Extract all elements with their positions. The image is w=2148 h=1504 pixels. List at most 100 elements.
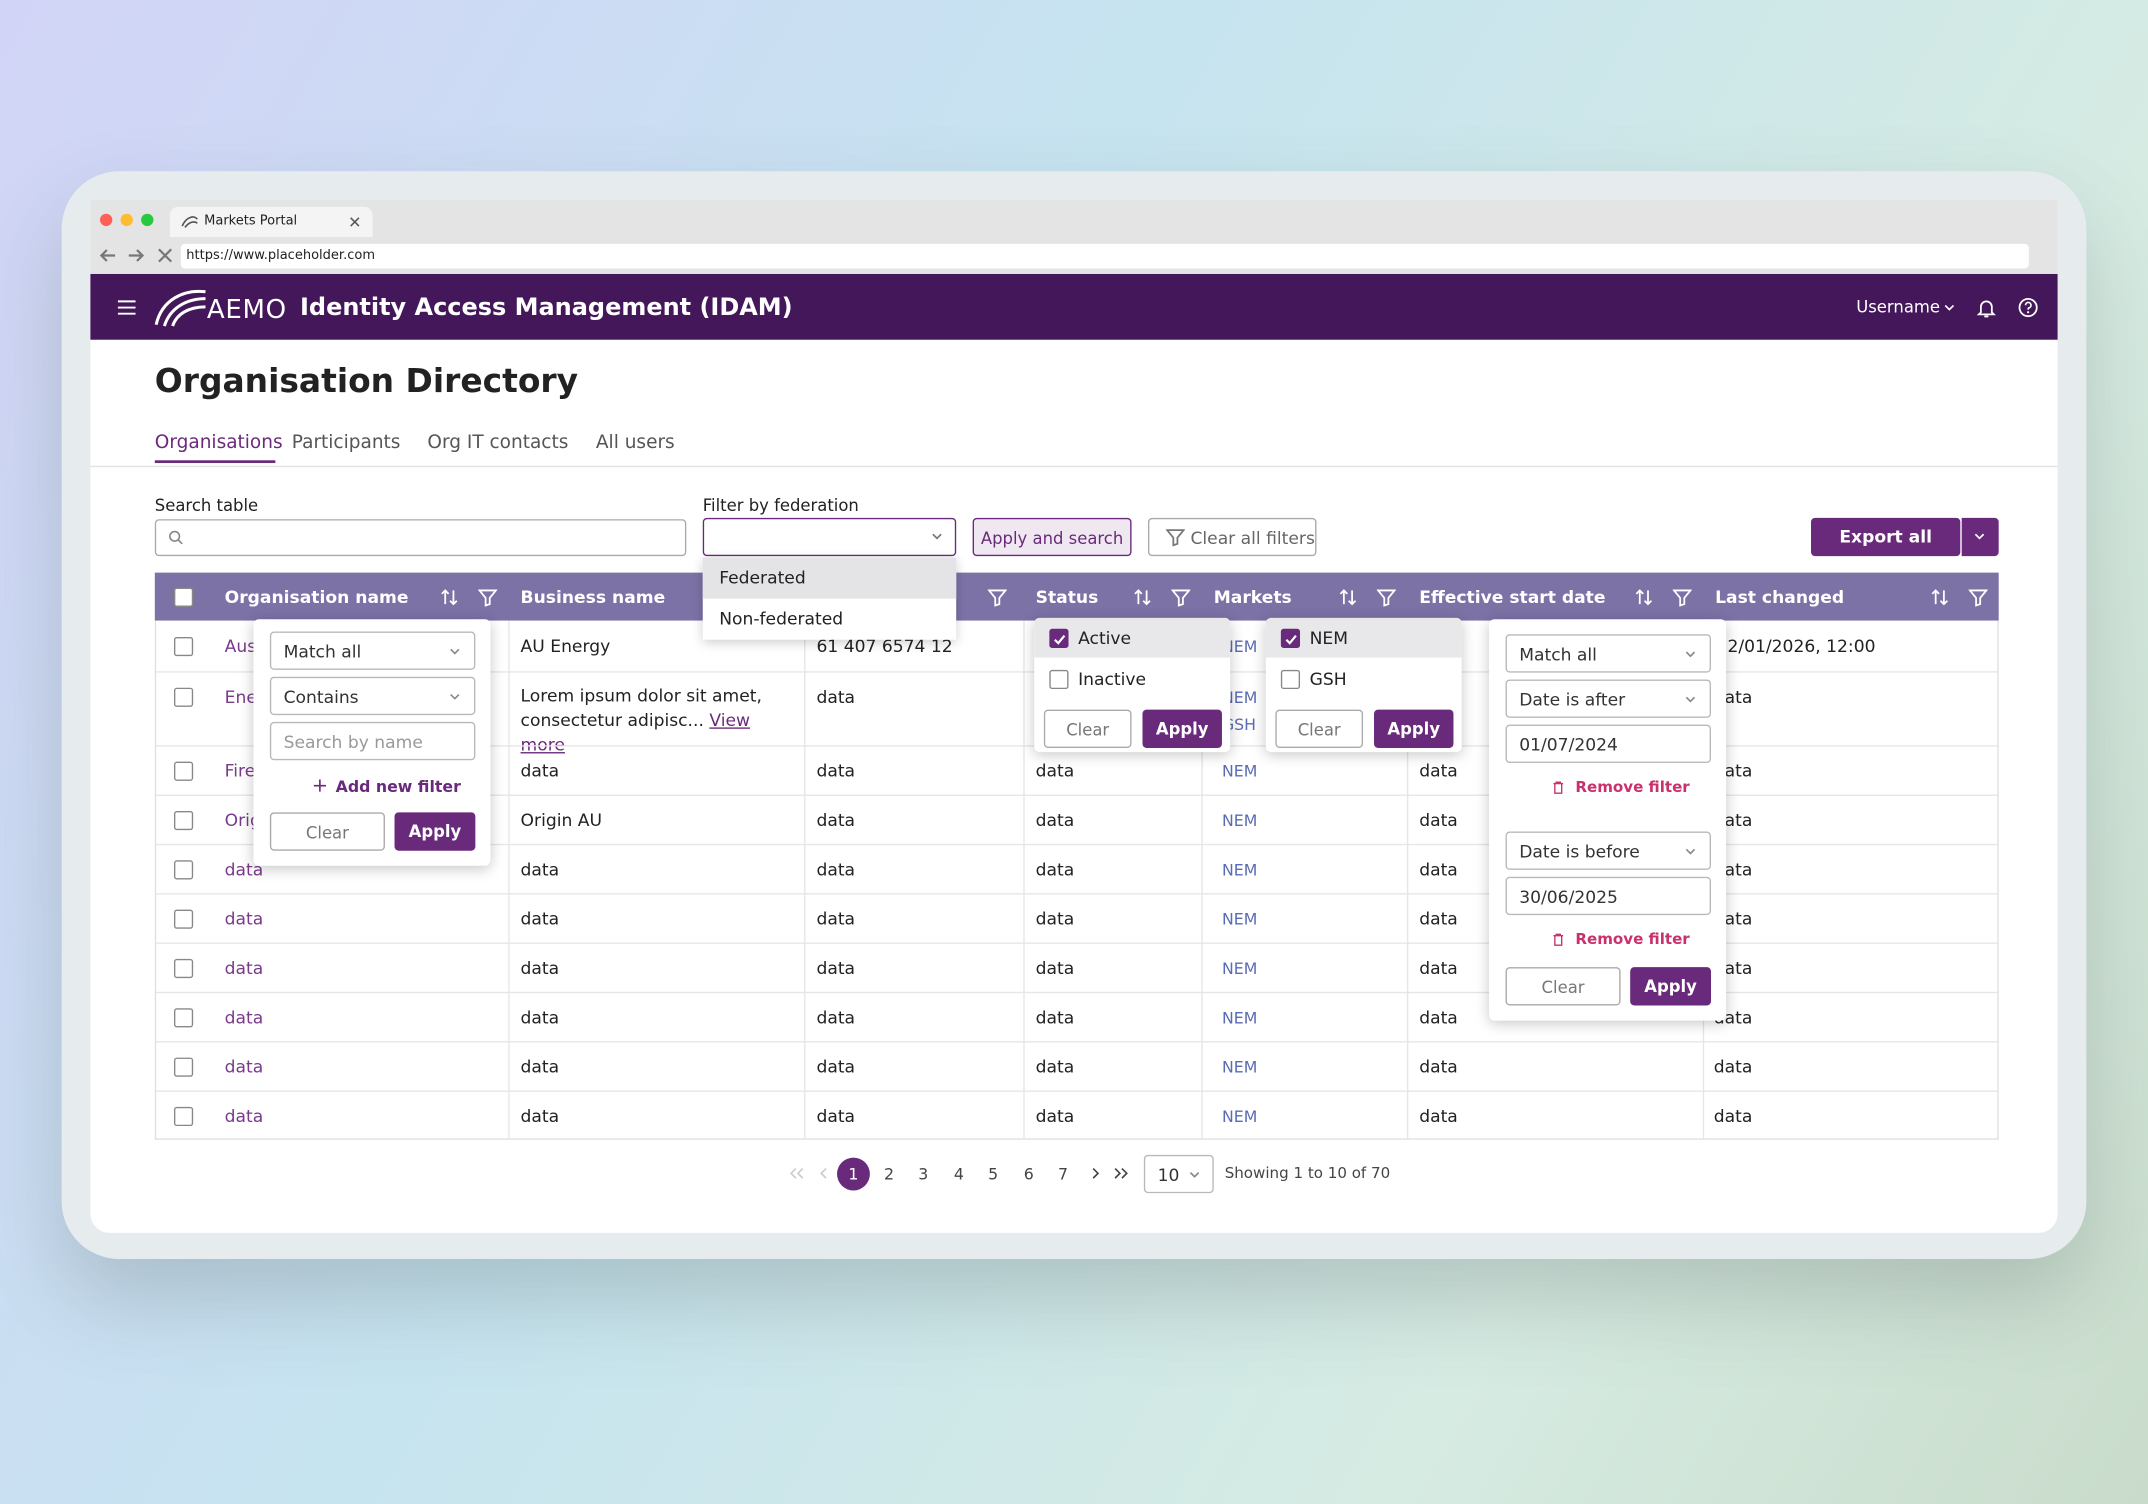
org-name[interactable]: data bbox=[224, 957, 264, 979]
caret bbox=[1189, 1171, 1200, 1179]
cell: data bbox=[816, 957, 856, 979]
option-label[interactable]: NEM bbox=[1309, 627, 1349, 648]
dropdown-option[interactable]: Federated bbox=[702, 557, 957, 599]
status_filter-popup: Active Inactive Clear Apply bbox=[1034, 617, 1231, 753]
apply-btn[interactable]: Apply bbox=[394, 812, 476, 851]
org-name[interactable]: Ene bbox=[224, 686, 257, 707]
option-label[interactable]: Active bbox=[1078, 627, 1132, 648]
filter-icon bbox=[1170, 588, 1191, 607]
checkbox[interactable] bbox=[173, 637, 194, 657]
org-name[interactable]: Fire bbox=[224, 760, 256, 781]
page-button[interactable]: 5 bbox=[988, 1164, 999, 1184]
app-header bbox=[90, 273, 2058, 340]
add-filter[interactable]: Add new filter bbox=[335, 776, 461, 796]
effective-date: data bbox=[1419, 809, 1458, 831]
status: data bbox=[1035, 1105, 1075, 1127]
business-name: data bbox=[520, 1056, 560, 1077]
page-button[interactable]: 4 bbox=[953, 1164, 964, 1184]
date-filter-popup: Match all Date is after 01/07/2024 Remove f… bbox=[1489, 619, 1727, 1021]
select[interactable]: Date is before bbox=[1505, 831, 1712, 870]
text-input[interactable]: Search by name bbox=[269, 721, 476, 761]
help-icon bbox=[2018, 297, 2039, 318]
org-name[interactable]: Aus bbox=[224, 635, 257, 657]
checkbox[interactable] bbox=[173, 687, 194, 707]
select[interactable]: Match all bbox=[1505, 634, 1712, 673]
checkbox[interactable] bbox=[173, 1008, 194, 1028]
page-button[interactable]: 6 bbox=[1023, 1164, 1034, 1184]
market-tag: NEM bbox=[1221, 1008, 1258, 1028]
select[interactable]: Date is after bbox=[1505, 679, 1712, 718]
checkbox[interactable] bbox=[173, 1106, 194, 1127]
dropdown-option[interactable]: Non-federated bbox=[719, 608, 844, 629]
remove-filter[interactable]: Remove filter bbox=[1575, 778, 1690, 796]
org-name[interactable]: data bbox=[224, 1006, 264, 1028]
checkbox[interactable] bbox=[173, 860, 194, 880]
apply-btn[interactable]: Apply bbox=[1630, 967, 1712, 1006]
apply-search-btn[interactable]: Apply and search bbox=[972, 517, 1132, 557]
checkbox[interactable] bbox=[1280, 669, 1301, 690]
effective-date: data bbox=[1419, 1006, 1458, 1028]
page-button[interactable]: 3 bbox=[918, 1164, 929, 1184]
option-label[interactable]: GSH bbox=[1309, 668, 1347, 690]
pagination-summary: Showing 1 to 10 of 70 bbox=[1224, 1164, 1391, 1183]
clear-btn[interactable]: Clear bbox=[269, 812, 385, 851]
checkbox[interactable] bbox=[173, 587, 194, 607]
status: data bbox=[1035, 858, 1075, 880]
sort-icon bbox=[1133, 588, 1152, 607]
org-name[interactable]: Orig bbox=[224, 809, 261, 831]
date-input[interactable]: 01/07/2024 bbox=[1505, 724, 1712, 764]
tab[interactable]: Participants bbox=[291, 431, 401, 454]
filter-icon bbox=[1672, 588, 1693, 607]
page-size-select[interactable]: 10 bbox=[1143, 1154, 1214, 1194]
checkbox[interactable] bbox=[173, 958, 194, 979]
nav-icons bbox=[99, 247, 176, 265]
address-bar bbox=[180, 243, 2029, 269]
checkbox[interactable] bbox=[173, 761, 194, 781]
page-button[interactable]: 7 bbox=[1058, 1164, 1069, 1184]
search-input[interactable] bbox=[154, 519, 687, 557]
view-more-link[interactable]: View more bbox=[520, 709, 750, 755]
checkbox[interactable] bbox=[1049, 628, 1069, 648]
business-name: data bbox=[520, 1006, 560, 1028]
apply-btn[interactable]: Apply bbox=[1142, 709, 1222, 748]
org-name[interactable]: data bbox=[224, 1056, 264, 1077]
select[interactable]: Contains bbox=[269, 676, 476, 716]
tab[interactable]: Org IT contacts bbox=[427, 431, 569, 454]
caret bbox=[1685, 848, 1696, 856]
sort-icon bbox=[1930, 588, 1949, 607]
org-name[interactable]: data bbox=[224, 1105, 264, 1127]
effective-date: data bbox=[1419, 1056, 1458, 1077]
cell: data bbox=[816, 858, 856, 880]
column-divider bbox=[508, 620, 510, 1140]
date-input[interactable]: 30/06/2025 bbox=[1505, 876, 1712, 916]
checkbox[interactable] bbox=[173, 909, 194, 929]
caret bbox=[932, 533, 943, 541]
remove-filter[interactable]: Remove filter bbox=[1575, 930, 1690, 948]
apply-btn[interactable]: Apply bbox=[1374, 709, 1454, 748]
username[interactable]: Username bbox=[1856, 297, 1941, 317]
org-name[interactable]: data bbox=[224, 858, 264, 880]
federation-select[interactable] bbox=[702, 517, 957, 557]
checkbox[interactable] bbox=[1280, 628, 1301, 648]
org-name[interactable]: data bbox=[224, 908, 264, 929]
tab[interactable]: All users bbox=[595, 431, 675, 454]
clear-btn[interactable]: Clear bbox=[1505, 967, 1621, 1006]
checkbox[interactable] bbox=[173, 810, 194, 831]
page-button[interactable]: 2 bbox=[884, 1164, 895, 1184]
tab[interactable]: Organisations bbox=[154, 431, 283, 454]
cell: data bbox=[816, 1105, 856, 1127]
select[interactable]: Match all bbox=[269, 631, 476, 670]
option-label[interactable]: Inactive bbox=[1078, 668, 1147, 690]
page-button[interactable]: 1 bbox=[837, 1157, 870, 1191]
browser-tab bbox=[169, 206, 373, 237]
market-tag: NEM bbox=[1221, 958, 1258, 979]
export-btn[interactable]: Export all ({x}) bbox=[1811, 517, 1961, 585]
clear-btn[interactable]: Clear bbox=[1275, 709, 1364, 748]
clear-btn[interactable]: Clear bbox=[1043, 709, 1132, 748]
tab-underline bbox=[154, 460, 276, 464]
clear-filters-btn[interactable]: Clear all filters bbox=[1147, 517, 1317, 557]
checkbox[interactable] bbox=[173, 1057, 194, 1077]
checkbox[interactable] bbox=[1049, 669, 1069, 690]
column-header: Status bbox=[1035, 586, 1099, 607]
